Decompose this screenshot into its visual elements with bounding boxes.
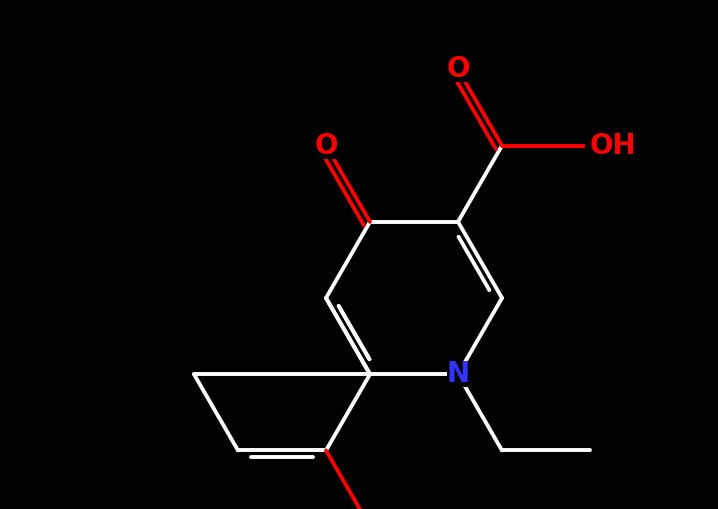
Text: O: O — [314, 132, 337, 160]
Text: O: O — [447, 55, 470, 83]
Bar — [315, 132, 337, 159]
Bar — [447, 361, 469, 387]
Bar — [447, 56, 469, 82]
Text: N: N — [447, 360, 470, 388]
Text: OH: OH — [590, 132, 637, 160]
Bar — [585, 132, 630, 159]
